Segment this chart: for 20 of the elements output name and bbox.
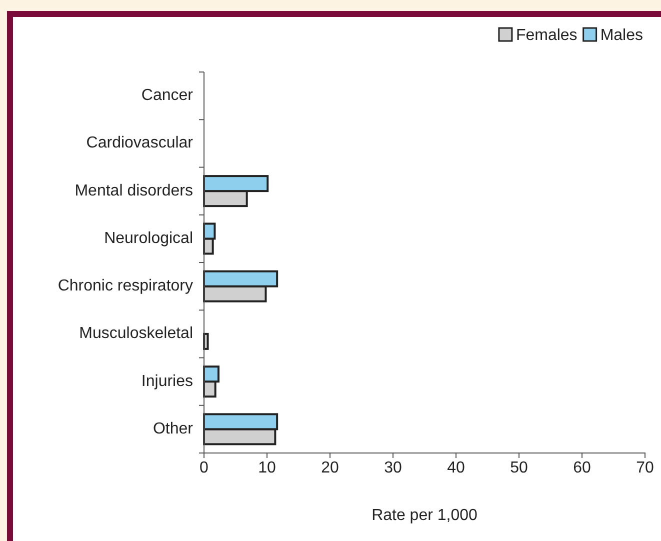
x-axis-title: Rate per 1,000: [372, 507, 478, 524]
y-tick-label: Musculoskeletal: [79, 325, 193, 342]
bar: [203, 332, 209, 350]
x-tick-label: 0: [200, 459, 209, 476]
x-tick-label: 10: [258, 459, 276, 476]
legend-label: Males: [600, 27, 643, 44]
x-tick-label: 70: [636, 459, 654, 476]
y-tick-label: Cancer: [141, 87, 194, 104]
y-tick-label: Injuries: [141, 372, 193, 390]
x-tick-label: 30: [384, 459, 402, 476]
y-tick-label: Mental disorders: [74, 182, 193, 200]
y-tick-label: Cardiovascular: [86, 134, 194, 152]
legend-label: Females: [516, 27, 578, 44]
y-tick-label: Other: [152, 420, 194, 438]
y-tick-label: Chronic respiratory: [58, 278, 193, 295]
x-tick-label: 20: [321, 459, 339, 476]
x-tick-label: 60: [573, 459, 591, 476]
y-tick-label: Neurological: [104, 230, 193, 247]
x-tick-label: 50: [510, 459, 528, 476]
x-tick-label: 40: [447, 459, 465, 476]
